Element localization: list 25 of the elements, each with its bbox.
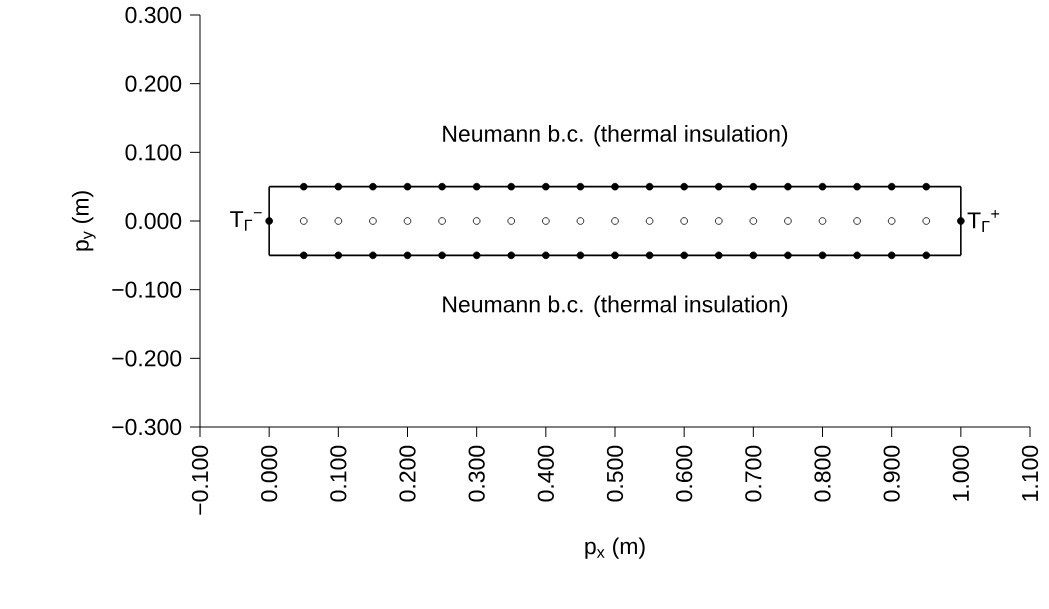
x-tick-label: 0.200	[399, 445, 416, 502]
y-tick-label: 0.200	[125, 75, 182, 92]
annotation: T$_{Γ}$+	[967, 210, 1000, 232]
x-tick-label: 1.100	[1021, 445, 1039, 501]
annotation: Neumann b.c. (thermal insulation)	[443, 295, 788, 318]
x-tick-label: 0.400	[537, 445, 554, 502]
annotation: T$_{Γ}$−	[230, 211, 262, 231]
x-tick-label: 0.500	[606, 445, 624, 502]
y-tick-label: −0.300	[112, 418, 182, 436]
x-tick-label: 0.700	[745, 445, 762, 502]
x-axis-title: p$_{x}$ (m)	[585, 537, 645, 559]
x-tick-label: 1.000	[952, 445, 969, 501]
y-tick-label: 0.000	[125, 212, 182, 230]
y-tick-label: −0.100	[112, 281, 182, 298]
x-tick-label: 0.100	[330, 445, 347, 502]
x-tick-label: 0.900	[883, 445, 900, 502]
x-tick-label: 0.300	[468, 445, 485, 502]
x-tick-label: 0.800	[814, 445, 831, 502]
y-tick-label: −0.200	[112, 350, 182, 367]
y-tick-label: 0.300	[125, 6, 182, 24]
annotation: Neumann b.c. (thermal insulation)	[443, 124, 788, 147]
x-tick-label: 0.600	[676, 445, 693, 502]
y-axis-title: p$_{y}$ (m)	[71, 191, 96, 251]
y-tick-label: 0.100	[125, 144, 182, 161]
x-tick-label: 0.000	[261, 445, 278, 502]
